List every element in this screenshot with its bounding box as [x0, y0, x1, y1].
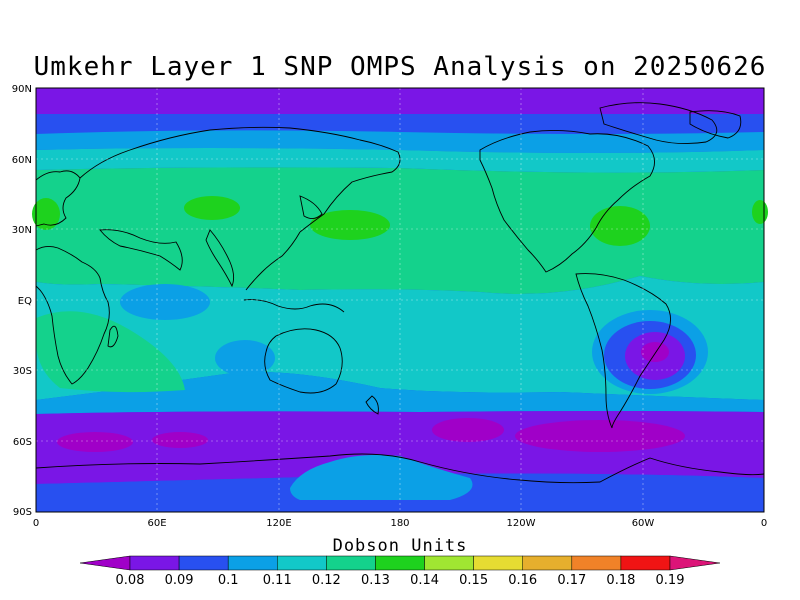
lat-tick-label: EQ: [18, 296, 32, 307]
patch-south-africa: [36, 311, 185, 393]
lon-tick-label: 0: [33, 518, 39, 529]
min-south-indian: [152, 432, 208, 448]
coastlines: [35, 102, 765, 484]
lat-tick-label: 90S: [13, 507, 32, 518]
colorbar-box: [129, 555, 180, 571]
min-south-pacific: [432, 418, 504, 442]
lon-tick-label: 120E: [266, 518, 291, 529]
colorbar-box: [620, 555, 671, 571]
colorbar-tick-label: 0.09: [165, 573, 194, 588]
colorbar-tick-label: 0.17: [557, 573, 586, 588]
lon-tick-label: 60W: [632, 518, 655, 529]
colorbar-box: [571, 555, 622, 571]
colorbar: 0.08 0.09 0.1 0.11 0.12 0.13 0.14 0.15 0.16 0.17 0…: [79, 555, 721, 588]
map-frame: [35, 87, 765, 513]
colorbar-box: [424, 555, 474, 571]
blob-europe-right: [752, 200, 768, 224]
lon-axis: 0 60E 120E 180 120W 60W 0: [33, 518, 767, 529]
colorbar-box: [473, 555, 523, 571]
lat-tick-label: 30S: [13, 366, 32, 377]
colorbar-box: [375, 555, 425, 571]
lat-tick-label: 30N: [12, 225, 32, 236]
colorbar-low-triangle: [79, 555, 131, 571]
band-north-mid: [36, 130, 764, 153]
colorbar-box: [227, 555, 278, 571]
colorbar-tick-label: 0.16: [508, 573, 537, 588]
colorbar-high-triangle: [669, 555, 721, 571]
colorbar-tick-label: 0.19: [656, 573, 685, 588]
band-south-mid: [36, 371, 764, 414]
lat-tick-label: 60S: [13, 437, 32, 448]
blob-central-asia: [184, 196, 240, 220]
blob-north-atlantic: [590, 206, 650, 246]
map-area: [32, 87, 768, 513]
min-south-atlantic: [57, 432, 133, 452]
colorbar-box: [277, 555, 327, 571]
antarctic-plateau: [290, 454, 473, 500]
lat-tick-label: 90N: [12, 84, 32, 95]
lon-tick-label: 120W: [507, 518, 536, 529]
colorbar-tick-label: 0.18: [606, 573, 635, 588]
colorbar-units-label: Dobson Units: [332, 536, 468, 556]
colorbar-tick-label: 0.15: [459, 573, 488, 588]
colorbar-tick-label: 0.12: [312, 573, 341, 588]
colorbar-tick-label: 0.13: [361, 573, 390, 588]
min-south-pacific-east: [515, 420, 685, 452]
colorbar-box: [522, 555, 573, 571]
blob-europe: [32, 198, 60, 230]
colorbar-tick-label: 0.1: [218, 573, 239, 588]
colorbar-box: [178, 555, 229, 571]
lon-tick-label: 0: [761, 518, 767, 529]
lon-tick-label: 60E: [147, 518, 166, 529]
patch-indian-ocean: [120, 284, 210, 320]
low-south-america-center: [641, 342, 669, 362]
patch-australia-west: [215, 340, 275, 376]
blob-north-pacific: [310, 210, 390, 240]
colorbar-box: [326, 555, 376, 571]
map-title: Umkehr Layer 1 SNP OMPS Analysis on 2025…: [33, 52, 767, 82]
lat-axis: 90N 60N 30N EQ 30S 60S 90S: [12, 84, 32, 518]
colorbar-tick-label: 0.11: [263, 573, 292, 588]
lat-tick-label: 60N: [12, 155, 32, 166]
lon-tick-label: 180: [390, 518, 409, 529]
grid-lines: [36, 88, 764, 512]
colorbar-tick-label: 0.14: [410, 573, 439, 588]
colorbar-tick-label: 0.08: [116, 573, 145, 588]
band-north-polar: [36, 88, 764, 114]
